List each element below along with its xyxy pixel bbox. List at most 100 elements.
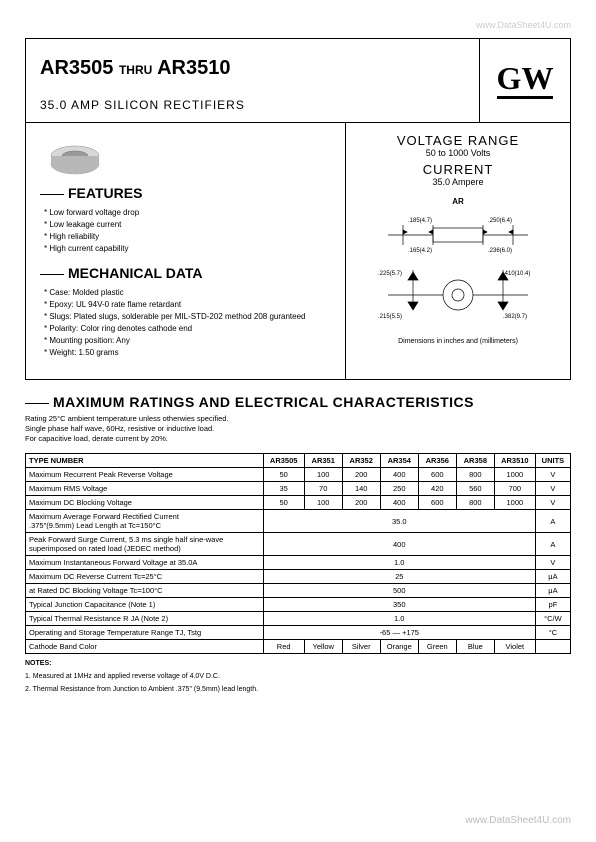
val-cell: 800 [456,496,494,510]
unit-cell: V [535,496,570,510]
feature-item: Low leakage current [44,219,331,231]
val-cell: 100 [304,468,342,482]
mechanical-list: Case: Molded plastic Epoxy: UL 94V-0 rat… [44,287,331,359]
rating-desc: Rating 25°C ambient temperature unless o… [25,414,571,443]
val-cell: 50 [263,496,304,510]
notes-section: NOTES: 1. Measured at 1MHz and applied r… [25,660,571,693]
unit-cell: V [535,556,570,570]
mechanical-head: MECHANICAL DATA [40,265,331,281]
th: AR356 [418,454,456,468]
subtitle: 35.0 AMP SILICON RECTIFIERS [40,98,465,112]
table-row: Operating and Storage Temperature Range … [26,626,571,640]
param-cell: Peak Forward Surge Current, 5.3 ms singl… [26,533,264,556]
param-cell: at Rated DC Blocking Voltage Tc=100°C [26,584,264,598]
param-cell: Typical Thermal Resistance R JA (Note 2) [26,612,264,626]
val-cell: 250 [380,482,418,496]
svg-text:.236(6.0): .236(6.0) [488,248,512,254]
table-row: at Rated DC Blocking Voltage Tc=100°C500… [26,584,571,598]
val-cell: 1000 [494,468,535,482]
mech-item: Polarity: Color ring denotes cathode end [44,323,331,335]
val-cell: Yellow [304,640,342,654]
val-cell: 600 [418,468,456,482]
unit-cell: μA [535,570,570,584]
mid-row: FEATURES Low forward voltage drop Low le… [25,123,571,380]
features-list: Low forward voltage drop Low leakage cur… [44,207,331,255]
param-cell: Maximum Average Forward Rectified Curren… [26,510,264,533]
span-cell: 35.0 [263,510,535,533]
logo: GW [480,39,570,122]
svg-text:.225(5.7): .225(5.7) [378,271,402,277]
th: AR354 [380,454,418,468]
dim-d1: .185(4.7) [408,218,432,224]
feature-item: High current capability [44,243,331,255]
val-cell: Orange [380,640,418,654]
mid-right: VOLTAGE RANGE 50 to 1000 Volts CURRENT 3… [345,123,570,379]
th-units: UNITS [535,454,570,468]
title: AR3505 THRU AR3510 [40,57,465,80]
val-cell: Green [418,640,456,654]
table-row: Maximum RMS Voltage3570140250420560700V [26,482,571,496]
unit-cell: μA [535,584,570,598]
feature-item: High reliability [44,231,331,243]
table-row: Typical Thermal Resistance R JA (Note 2)… [26,612,571,626]
span-cell: 1.0 [263,612,535,626]
note-2: 2. Thermal Resistance from Junction to A… [25,686,571,693]
span-cell: 1.0 [263,556,535,570]
table-row: Cathode Band ColorRedYellowSilverOrangeG… [26,640,571,654]
unit-cell: °C/W [535,612,570,626]
span-cell: -65 — +175 [263,626,535,640]
th: AR3510 [494,454,535,468]
table-row: Maximum DC Reverse Current Tc=25°C25μA [26,570,571,584]
val-cell: 70 [304,482,342,496]
table-row: Typical Junction Capacitance (Note 1)350… [26,598,571,612]
th: AR352 [342,454,380,468]
logo-text: GW [497,62,554,99]
features-head: FEATURES [40,185,331,201]
ar-label: AR [354,197,562,206]
table-row: Maximum Recurrent Peak Reverse Voltage50… [26,468,571,482]
table-row: Peak Forward Surge Current, 5.3 ms singl… [26,533,571,556]
table-header-row: TYPE NUMBER AR3505 AR351 AR352 AR354 AR3… [26,454,571,468]
val-cell: 1000 [494,496,535,510]
voltage-range-head: VOLTAGE RANGE [354,133,562,148]
header-left: AR3505 THRU AR3510 35.0 AMP SILICON RECT… [26,39,480,122]
param-cell: Maximum RMS Voltage [26,482,264,496]
mech-item: Slugs: Plated slugs, solderable per MIL-… [44,311,331,323]
mech-item: Weight: 1.50 grams [44,347,331,359]
table-row: Maximum Instantaneous Forward Voltage at… [26,556,571,570]
param-cell: Maximum DC Blocking Voltage [26,496,264,510]
val-cell: 140 [342,482,380,496]
val-cell: 420 [418,482,456,496]
val-cell: 200 [342,496,380,510]
part-to: AR3510 [157,57,230,79]
current-head: CURRENT [354,162,562,177]
val-cell: 35 [263,482,304,496]
unit-cell: V [535,468,570,482]
val-cell: 800 [456,468,494,482]
param-cell: Maximum Instantaneous Forward Voltage at… [26,556,264,570]
thru: THRU [119,63,152,77]
svg-text:.382(9.7): .382(9.7) [503,314,527,320]
val-cell: 560 [456,482,494,496]
val-cell: 100 [304,496,342,510]
svg-text:.215(5.5): .215(5.5) [378,314,402,320]
val-cell: Silver [342,640,380,654]
th: AR3505 [263,454,304,468]
span-cell: 500 [263,584,535,598]
val-cell: 400 [380,496,418,510]
unit-cell: A [535,533,570,556]
val-cell: 200 [342,468,380,482]
max-ratings-head: MAXIMUM RATINGS AND ELECTRICAL CHARACTER… [25,394,571,410]
table-row: Maximum DC Blocking Voltage5010020040060… [26,496,571,510]
svg-text:.165(4.2): .165(4.2) [408,248,432,254]
val-cell: Violet [494,640,535,654]
note-1: 1. Measured at 1MHz and applied reverse … [25,673,571,680]
spec-table: TYPE NUMBER AR3505 AR351 AR352 AR354 AR3… [25,453,571,654]
th: AR351 [304,454,342,468]
mech-item: Case: Molded plastic [44,287,331,299]
param-cell: Maximum Recurrent Peak Reverse Voltage [26,468,264,482]
mid-left: FEATURES Low forward voltage drop Low le… [26,123,345,379]
param-cell: Typical Junction Capacitance (Note 1) [26,598,264,612]
header-box: AR3505 THRU AR3510 35.0 AMP SILICON RECT… [25,38,571,123]
current-sub: 35.0 Ampere [354,177,562,187]
